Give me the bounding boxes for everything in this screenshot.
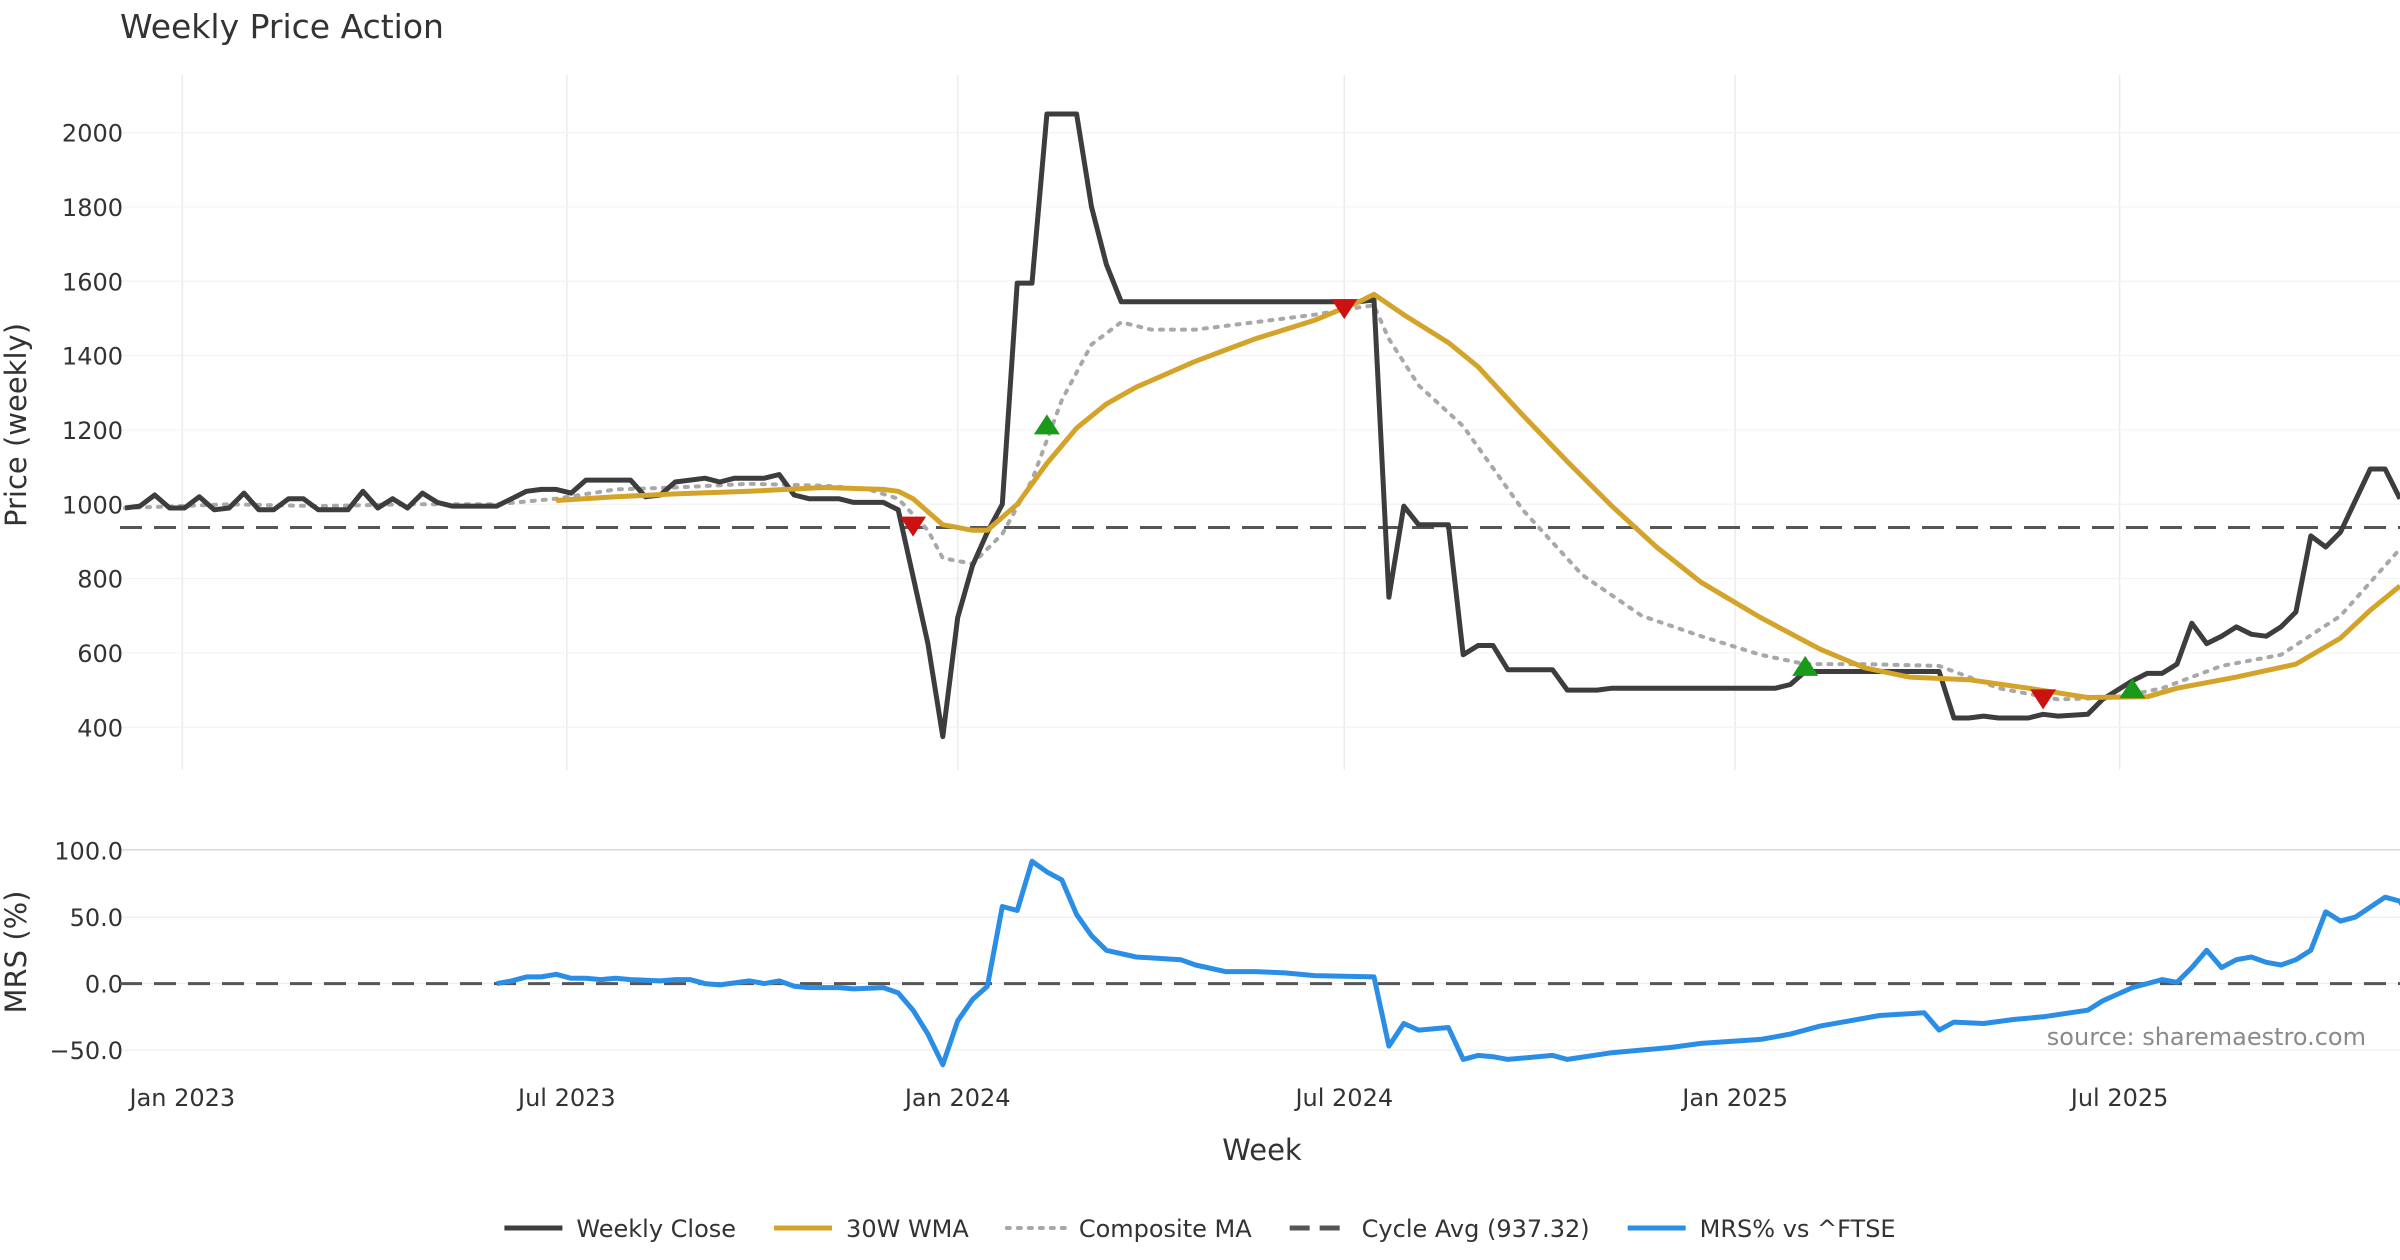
- series-30w-wma: [556, 291, 2400, 700]
- sell-signal-marker: [2030, 689, 2057, 710]
- main-plot-area: [120, 111, 2400, 740]
- main-y-tick-label: 1400: [62, 343, 123, 371]
- sell-signal-marker: [900, 516, 927, 537]
- mrs-y-tick-label: 0.0: [85, 971, 123, 999]
- main-y-tick-label: 1200: [62, 417, 123, 445]
- mrs-y-tick-label: 50.0: [70, 904, 123, 932]
- main-y-tick-label: 2000: [62, 120, 123, 148]
- mrs-y-tick-label: −50.0: [49, 1037, 123, 1065]
- chart-title: Weekly Price Action: [120, 7, 444, 46]
- legend-label: 30W WMA: [846, 1215, 969, 1243]
- series-composite-ma: [123, 303, 2400, 702]
- x-tick-label: Jan 2023: [128, 1084, 236, 1112]
- legend-label: Cycle Avg (937.32): [1362, 1215, 1590, 1243]
- legend: Weekly Close 30W WMA Composite MA Cycle Avg…: [504, 1215, 1896, 1243]
- buy-signal-marker: [1033, 414, 1060, 435]
- main-y-tick-label: 1800: [62, 194, 123, 222]
- x-tick-label: Jul 2023: [516, 1084, 616, 1112]
- legend-item: Weekly Close: [504, 1215, 736, 1243]
- main-y-tick-label: 1600: [62, 268, 123, 296]
- signal-markers: [900, 299, 2146, 710]
- legend-item: MRS% vs ^FTSE: [1627, 1215, 1896, 1243]
- mrs-grid: [120, 850, 2400, 1051]
- main-y-axis-ticks: 400 600 800 1000 1200 1400 1600 1800 2000: [62, 120, 123, 743]
- x-tick-label: Jan 2024: [903, 1084, 1011, 1112]
- buy-signal-marker: [2119, 678, 2146, 699]
- mrs-y-axis-ticks: 100.0 50.0 0.0 −50.0: [49, 838, 123, 1065]
- x-tick-label: Jul 2025: [2069, 1084, 2169, 1112]
- buy-signal-marker: [1792, 655, 1819, 676]
- main-y-tick-label: 800: [77, 566, 123, 594]
- mrs-y-axis-label: MRS (%): [0, 891, 33, 1014]
- main-y-tick-label: 600: [77, 640, 123, 668]
- series-mrs-vs-ftse: [496, 858, 2400, 1068]
- mrs-plot-area: [120, 858, 2400, 1068]
- legend-label: Weekly Close: [576, 1215, 736, 1243]
- x-axis-label: Week: [1222, 1133, 1302, 1167]
- x-tick-label: Jan 2025: [1680, 1084, 1788, 1112]
- legend-label: Composite MA: [1079, 1215, 1252, 1243]
- legend-item: 30W WMA: [774, 1215, 969, 1243]
- source-note: source: sharemaestro.com: [2047, 1023, 2366, 1051]
- legend-item: Composite MA: [1004, 1215, 1252, 1243]
- x-tick-label: Jul 2024: [1293, 1084, 1393, 1112]
- sell-signal-marker: [1331, 299, 1358, 320]
- legend-label: MRS% vs ^FTSE: [1700, 1215, 1896, 1243]
- main-grid: [120, 75, 2400, 770]
- legend-item: Cycle Avg (937.32): [1289, 1215, 1590, 1243]
- main-y-axis-label: Price (weekly): [0, 323, 33, 527]
- x-axis-ticks: Jan 2023 Jul 2023 Jan 2024 Jul 2024 Jan 2025…: [128, 1084, 2169, 1112]
- main-y-tick-label: 1000: [62, 491, 123, 519]
- mrs-y-tick-label: 100.0: [54, 838, 123, 866]
- main-y-tick-label: 400: [77, 714, 123, 742]
